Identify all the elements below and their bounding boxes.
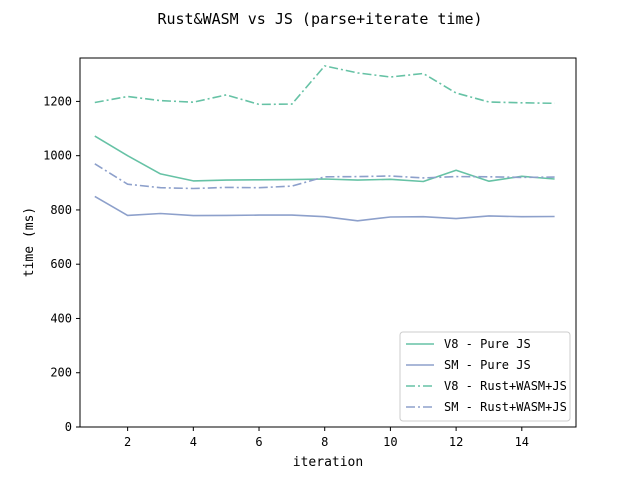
- x-tick-label: 2: [124, 435, 131, 449]
- series-line-3: [94, 65, 555, 106]
- x-tick-label: 10: [383, 435, 397, 449]
- x-tick-label: 14: [515, 435, 529, 449]
- series-lines: [94, 65, 555, 222]
- y-tick-label: 0: [65, 420, 72, 434]
- y-tick-label: 1200: [43, 94, 72, 108]
- x-tick-label: 4: [190, 435, 197, 449]
- y-axis: 0 200 400 600 800 1000 1200: [43, 94, 80, 434]
- series-line-2: [94, 195, 555, 222]
- legend-frame: [399, 331, 571, 422]
- legend-label: V8 - Rust+WASM+JS: [444, 379, 567, 393]
- y-tick-label: 1000: [43, 149, 72, 163]
- y-tick-label: 400: [50, 311, 72, 325]
- chart-title: Rust&WASM vs JS (parse+iterate time): [157, 10, 482, 28]
- x-tick-label: 12: [449, 435, 463, 449]
- legend: V8 - Pure JS SM - Pure JS V8 - Rust+WASM+J…: [399, 331, 571, 422]
- x-axis: 2 4 6 8 10 12 14: [124, 427, 529, 449]
- series-line-1: [94, 135, 555, 183]
- series-line-4: [94, 163, 555, 190]
- legend-label: SM - Rust+WASM+JS: [444, 400, 567, 414]
- y-tick-label: 600: [50, 257, 72, 271]
- x-tick-label: 6: [255, 435, 262, 449]
- x-axis-label: iteration: [293, 455, 363, 470]
- y-axis-label: time (ms): [22, 207, 37, 277]
- y-tick-label: 200: [50, 366, 72, 380]
- x-tick-label: 8: [321, 435, 328, 449]
- legend-label: V8 - Pure JS: [444, 337, 531, 351]
- y-tick-label: 800: [50, 203, 72, 217]
- plot-area: [79, 57, 577, 428]
- legend-label: SM - Pure JS: [444, 358, 531, 372]
